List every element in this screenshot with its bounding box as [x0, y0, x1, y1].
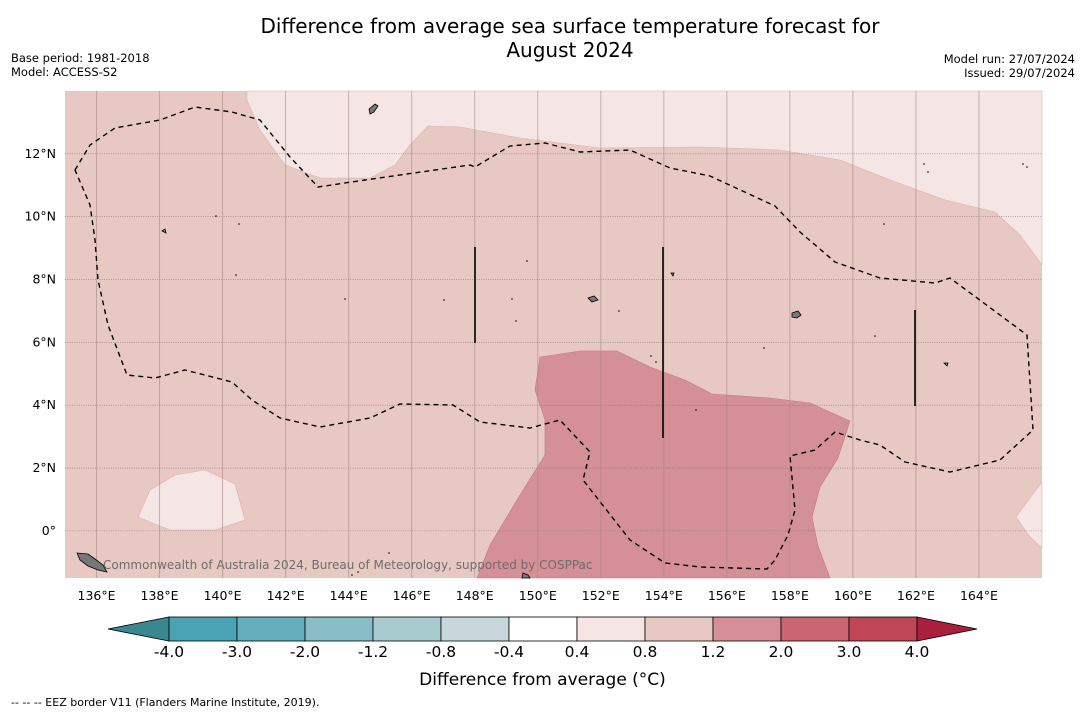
island-bottom — [521, 572, 531, 579]
colorbar-tick-label: 1.2 — [700, 643, 726, 661]
colorbar-swatch — [372, 616, 442, 642]
issued-date: Issued: 29/07/2024 — [964, 66, 1075, 80]
eez-border — [74, 106, 1034, 570]
latitude-tick-label: 6°N — [32, 334, 56, 349]
anomaly-band-0-4-0-8-southeast — [1015, 481, 1043, 549]
longitude-tick-label: 144°E — [330, 588, 368, 603]
tiny-islands — [215, 163, 1028, 576]
colorbar-swatch — [780, 616, 850, 642]
longitude-tick-label: 136°E — [78, 588, 116, 603]
base-period: Base period: 1981-2018 — [11, 51, 150, 65]
colorbar-swatch — [576, 616, 646, 642]
colorbar-swatch — [712, 616, 782, 642]
latitude-labels: 12°N 10°N 8°N 6°N 4°N 2°N 0° — [24, 146, 56, 538]
colorbar-tick-label: 0.8 — [632, 643, 658, 661]
colorbar-tick-label: -3.0 — [221, 643, 253, 661]
island-small-3 — [943, 362, 949, 367]
island-small-1 — [587, 295, 599, 303]
colorbar-swatch — [236, 616, 306, 642]
colorbar-tick-label: 2.0 — [768, 643, 794, 661]
longitude-tick-label: 154°E — [645, 588, 683, 603]
colorbar-swatch — [644, 616, 714, 642]
longitude-tick-label: 158°E — [771, 588, 809, 603]
longitude-tick-label: 140°E — [204, 588, 242, 603]
model-name: Model: ACCESS-S2 — [11, 65, 118, 79]
island-new-guinea-tip — [76, 552, 108, 573]
island-cluster-east — [791, 310, 802, 319]
anomaly-band-0-4-0-8-southwest — [137, 469, 246, 531]
colorbar-tick-label: -1.2 — [357, 643, 389, 661]
anomaly-band-0-4-0-8-north — [246, 90, 1043, 266]
longitude-tick-label: 138°E — [141, 588, 179, 603]
credit-text: Commonwealth of Australia 2024, Bureau o… — [103, 558, 593, 572]
island-north — [368, 103, 379, 115]
colorbar-tick-label: -0.8 — [425, 643, 457, 661]
latitude-tick-label: 2°N — [32, 460, 56, 475]
colorbar-tick-label: -0.4 — [493, 643, 525, 661]
colorbar — [107, 616, 978, 642]
colorbar-title: Difference from average (°C) — [419, 670, 666, 690]
colorbar-swatch — [848, 616, 918, 642]
base-info: Base period: 1981-2018 Model: ACCESS-S2 — [11, 51, 150, 79]
colorbar-swatch — [440, 616, 510, 642]
longitude-tick-label: 150°E — [519, 588, 557, 603]
longitude-tick-label: 156°E — [708, 588, 746, 603]
islands — [76, 103, 949, 579]
title-line-1: Difference from average sea surface temp… — [260, 14, 880, 38]
map-title: Difference from average sea surface temp… — [200, 14, 940, 62]
colorbar-tick-label: 4.0 — [904, 643, 930, 661]
map-plot-area — [65, 90, 1043, 579]
meridians — [96, 91, 980, 578]
eez-footnote: -- -- -- EEZ border V11 (Flanders Marine… — [11, 696, 320, 709]
colorbar-swatch — [304, 616, 374, 642]
longitude-tick-label: 152°E — [582, 588, 620, 603]
run-info: Model run: 27/07/2024 Issued: 29/07/2024 — [944, 52, 1075, 80]
colorbar-tick-label: -4.0 — [153, 643, 185, 661]
longitude-tick-label: 160°E — [834, 588, 872, 603]
island-small-2 — [161, 228, 167, 234]
longitude-labels: 136°E 138°E 140°E 142°E 144°E 146°E 148°E 150°E… — [78, 588, 999, 603]
colorbar-tick-label: 3.0 — [836, 643, 862, 661]
graticule — [65, 153, 1042, 532]
latitude-tick-label: 8°N — [32, 272, 56, 287]
latitude-tick-label: 10°N — [24, 209, 56, 224]
latitude-tick-label: 0° — [42, 523, 56, 538]
longitude-tick-label: 142°E — [267, 588, 305, 603]
colorbar-tick-label: 0.4 — [564, 643, 590, 661]
island-small-4 — [670, 272, 675, 277]
model-run: Model run: 27/07/2024 — [943, 52, 1075, 66]
latitude-tick-label: 12°N — [24, 146, 56, 161]
colorbar-low-extend — [107, 616, 170, 642]
latitude-tick-label: 4°N — [32, 397, 56, 412]
colorbar-tick-label: -2.0 — [289, 643, 321, 661]
colorbar-swatch — [168, 616, 238, 642]
longitude-tick-label: 148°E — [456, 588, 494, 603]
longitude-tick-label: 164°E — [960, 588, 998, 603]
longitude-tick-label: 146°E — [393, 588, 431, 603]
colorbar-high-extend — [916, 616, 978, 642]
colorbar-swatch — [508, 616, 578, 642]
longitude-tick-label: 162°E — [897, 588, 935, 603]
title-line-2: August 2024 — [506, 38, 634, 62]
